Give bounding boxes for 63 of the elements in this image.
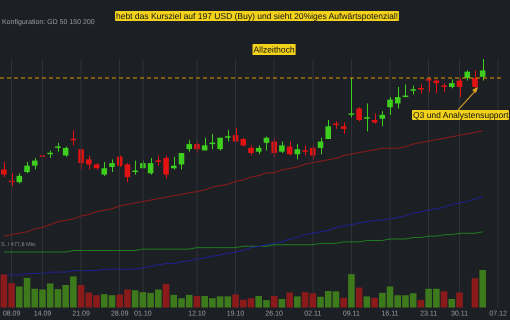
candlestick: [86, 155, 92, 170]
bar: [440, 291, 448, 308]
bar: [448, 298, 456, 308]
candlestick: [217, 137, 223, 151]
candlestick: [456, 78, 462, 98]
candlestick: [24, 161, 30, 174]
candlestick: [202, 137, 208, 151]
bar: [479, 270, 486, 308]
ref-line-label: Allzeithoch: [254, 44, 295, 55]
candlestick: [464, 70, 470, 82]
candlestick: [210, 133, 216, 150]
candlestick: [109, 158, 115, 173]
bar: [472, 278, 478, 308]
candlestick: [394, 86, 401, 110]
candlestick: [1, 161, 7, 178]
bar: [340, 298, 347, 308]
bar: [194, 296, 200, 308]
candlestick: [101, 161, 108, 176]
candlestick: [148, 158, 154, 176]
bar: [456, 292, 463, 308]
candlestick: [294, 144, 300, 160]
candlestick: [70, 130, 76, 146]
bar: [162, 284, 170, 308]
candlestick: [279, 141, 285, 154]
bar: [270, 296, 278, 308]
annotation: Q3 und Analystensupport: [412, 110, 510, 120]
candlestick: [434, 78, 440, 94]
candlestick: [325, 119, 332, 140]
candlestick: [178, 152, 184, 170]
candlestick: [380, 110, 386, 127]
candlestick: [480, 58, 486, 82]
candlestick: [302, 144, 308, 156]
candlestick: [248, 144, 254, 156]
candlestick: [264, 136, 270, 151]
text: hebt das Kursziel auf 197 USD (Buy) und sieht 20%iges Aufwärtspotenzial!: [115, 11, 400, 21]
candlestick: [372, 113, 378, 124]
candlestick: [32, 158, 38, 170]
candlestick: [402, 84, 408, 98]
bar: [418, 300, 424, 308]
candlestick: [186, 140, 192, 152]
candlestick: [364, 102, 370, 132]
candlestick: [387, 96, 393, 116]
bar: [348, 274, 355, 308]
candlestick: [170, 156, 177, 170]
candlestick: [156, 155, 162, 166]
bar: [371, 298, 378, 308]
bar: [278, 298, 286, 308]
candlestick: [286, 141, 292, 156]
candlestick: [318, 137, 324, 155]
candlestick: [356, 106, 362, 122]
candlestick: [132, 160, 138, 176]
candlestick: [16, 172, 22, 184]
bar: [294, 296, 301, 308]
candlestick: [62, 146, 68, 158]
candlestick: [426, 78, 432, 93]
candlestick: [225, 130, 231, 142]
candlestick: [163, 155, 169, 179]
candlestick: [124, 162, 130, 183]
bar: [356, 288, 362, 308]
bar: [364, 296, 370, 308]
candlestick: [348, 78, 354, 118]
bar: [286, 292, 293, 308]
candlestick: [340, 122, 346, 134]
